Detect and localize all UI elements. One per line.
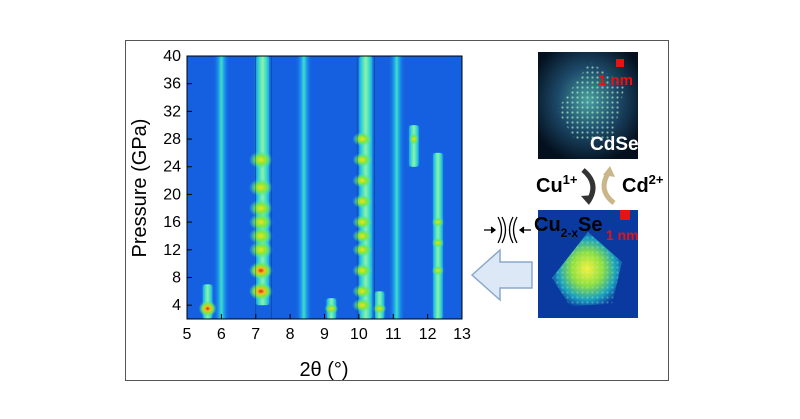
- intensity-spot: [352, 194, 373, 209]
- intensity-spot: [248, 240, 273, 259]
- x-tick-label: 6: [217, 326, 226, 343]
- figure-frame: [125, 40, 669, 381]
- heatmap-area: [186, 55, 463, 320]
- ion-reverse-label: Cd2+: [622, 172, 664, 197]
- cdse-label: CdSe: [590, 134, 639, 155]
- intensity-spot: [352, 173, 373, 188]
- intensity-spot: [248, 199, 273, 218]
- intensity-spot: [248, 226, 273, 245]
- intensity-spot: [248, 282, 273, 301]
- y-tick-label: 28: [163, 131, 181, 148]
- x-tick-label: 7: [251, 326, 260, 343]
- cu2xse-label: Cu2-xSe: [534, 214, 602, 240]
- y-tick-label: 16: [163, 214, 181, 231]
- heatmap-marks: [198, 56, 446, 319]
- y-tick-label: 24: [163, 159, 181, 176]
- intensity-spot: [352, 228, 373, 243]
- intensity-spot: [324, 303, 339, 314]
- peak-band: [433, 152, 443, 319]
- intensity-spot: [431, 265, 444, 276]
- intensity-spot: [352, 152, 373, 167]
- intensity-spot: [408, 133, 419, 146]
- intensity-spot: [352, 284, 373, 299]
- scale-label-bottom: 1 nm: [606, 227, 639, 243]
- intensity-spot: [372, 303, 387, 314]
- intensity-spot: [248, 178, 273, 197]
- scale-bar-top: [616, 59, 624, 67]
- y-tick-label: 32: [163, 103, 181, 120]
- peak-band: [408, 125, 419, 167]
- y-tick-label: 36: [163, 76, 181, 93]
- x-tick-label: 9: [320, 326, 329, 343]
- ion-forward-label: Cu1+: [536, 172, 578, 197]
- intensity-spot: [352, 215, 373, 230]
- scale-bar-bottom: [620, 210, 630, 220]
- intensity-spot: [352, 263, 373, 278]
- intensity-spot: [248, 213, 273, 232]
- x-tick-label: 11: [385, 326, 402, 343]
- exchange-arrows: [581, 166, 616, 205]
- y-axis: 4 8 12 16 20 24 28 32 36 40: [163, 48, 192, 314]
- y-tick-label: 40: [163, 48, 181, 65]
- cu2xse-tem-image: 1 nm: [538, 210, 639, 318]
- x-tick-label: 13: [453, 326, 471, 343]
- x-tick-label: 5: [183, 326, 192, 343]
- intensity-spot: [248, 150, 273, 169]
- x-axis-title: 2θ (°): [299, 359, 348, 381]
- intensity-spot: [352, 242, 373, 257]
- intensity-spot: [352, 298, 373, 313]
- y-axis-title: Pressure (GPa): [129, 119, 151, 258]
- x-tick-label: 10: [350, 326, 368, 343]
- cdse-tem-image: 1 nm CdSe: [538, 52, 639, 159]
- heatmap-background: [187, 56, 462, 319]
- diffuse-band: [295, 56, 313, 319]
- x-axis: 5 6 7 8 9 10 11 12 13: [183, 314, 471, 343]
- y-tick-label: 20: [163, 186, 181, 203]
- intensity-spot: [431, 237, 444, 248]
- intensity-spot: [198, 300, 217, 317]
- intensity-spot: [431, 217, 444, 228]
- scale-label-top: 1 nm: [598, 72, 633, 89]
- y-tick-label: 4: [172, 297, 181, 314]
- intensity-spot: [248, 261, 273, 280]
- y-tick-label: 8: [172, 269, 181, 286]
- x-tick-label: 8: [286, 326, 295, 343]
- intensity-spot: [352, 132, 373, 147]
- compression-icon: [484, 216, 531, 244]
- y-tick-label: 12: [163, 242, 181, 259]
- x-tick-label: 12: [419, 326, 437, 343]
- diffuse-band: [388, 56, 406, 319]
- diffuse-band: [212, 56, 230, 319]
- left-arrow-icon: [470, 248, 533, 302]
